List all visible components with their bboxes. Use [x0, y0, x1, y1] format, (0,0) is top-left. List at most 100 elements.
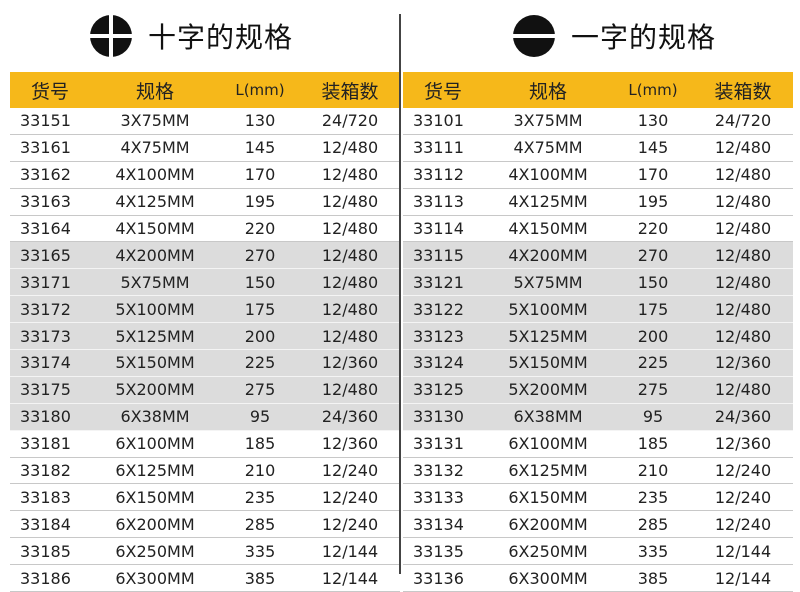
- phillips-title-bar: 十字的规格: [10, 0, 400, 72]
- cell-length: 170: [220, 161, 300, 189]
- cell-spec: 6X125MM: [483, 457, 613, 485]
- table-row: 33121 5X75MM 150 12/480: [403, 268, 793, 297]
- table-row: 33165 4X200MM 270 12/480: [10, 241, 400, 270]
- phillips-spec-panel: 十字的规格 货号 规格 L(mm) 装箱数 33151 3X75MM 130 24/7…: [10, 0, 400, 592]
- table-row: 33134 6X200MM 285 12/240: [403, 510, 793, 539]
- cell-spec: 5X75MM: [483, 268, 613, 297]
- cell-length: 210: [613, 457, 693, 485]
- cell-length: 130: [613, 108, 693, 135]
- cell-pack: 12/240: [300, 457, 400, 485]
- cell-spec: 6X250MM: [483, 537, 613, 566]
- cell-spec: 3X75MM: [90, 108, 220, 135]
- cell-spec: 3X75MM: [483, 108, 613, 135]
- table-row: 33113 4X125MM 195 12/480: [403, 188, 793, 216]
- cell-pack: 12/144: [693, 564, 793, 592]
- cell-spec: 6X300MM: [90, 564, 220, 592]
- cell-spec: 5X125MM: [90, 322, 220, 351]
- table-row: 33172 5X100MM 175 12/480: [10, 295, 400, 324]
- cell-pack: 12/360: [300, 349, 400, 377]
- table-row: 33124 5X150MM 225 12/360: [403, 349, 793, 377]
- cell-code: 33165: [10, 241, 90, 270]
- cell-length: 235: [220, 483, 300, 512]
- cell-code: 33163: [10, 188, 90, 216]
- cell-code: 33114: [403, 215, 483, 243]
- cell-length: 195: [613, 188, 693, 216]
- cell-length: 225: [613, 349, 693, 377]
- cell-pack: 12/240: [300, 510, 400, 539]
- cell-pack: 12/480: [300, 376, 400, 404]
- table-row: 33114 4X150MM 220 12/480: [403, 215, 793, 243]
- cell-code: 33181: [10, 430, 90, 458]
- header-spec: 规格: [483, 72, 613, 108]
- cell-length: 185: [613, 430, 693, 458]
- cell-code: 33112: [403, 161, 483, 189]
- cell-code: 33113: [403, 188, 483, 216]
- cell-spec: 6X200MM: [90, 510, 220, 539]
- cell-pack: 12/480: [300, 215, 400, 243]
- table-row: 33111 4X75MM 145 12/480: [403, 134, 793, 162]
- cell-pack: 12/240: [693, 483, 793, 512]
- cell-spec: 6X300MM: [483, 564, 613, 592]
- phillips-head-icon: [90, 15, 132, 57]
- cell-length: 225: [220, 349, 300, 377]
- cell-spec: 6X38MM: [483, 403, 613, 431]
- header-spec: 规格: [90, 72, 220, 108]
- table-row: 33181 6X100MM 185 12/360: [10, 430, 400, 458]
- cell-spec: 5X100MM: [483, 295, 613, 324]
- cell-length: 95: [613, 403, 693, 431]
- cell-spec: 4X75MM: [483, 134, 613, 162]
- cell-pack: 24/720: [693, 108, 793, 135]
- cell-pack: 12/360: [693, 430, 793, 458]
- cell-code: 33132: [403, 457, 483, 485]
- table-row: 33183 6X150MM 235 12/240: [10, 483, 400, 512]
- header-pack: 装箱数: [693, 72, 793, 108]
- cell-code: 33162: [10, 161, 90, 189]
- table-row: 33182 6X125MM 210 12/240: [10, 457, 400, 485]
- cell-pack: 12/480: [693, 295, 793, 324]
- cell-length: 200: [613, 322, 693, 351]
- table-row: 33136 6X300MM 385 12/144: [403, 564, 793, 592]
- cell-pack: 12/360: [300, 430, 400, 458]
- cell-spec: 6X125MM: [90, 457, 220, 485]
- cell-spec: 4X200MM: [483, 241, 613, 270]
- table-row: 33161 4X75MM 145 12/480: [10, 134, 400, 162]
- cell-code: 33135: [403, 537, 483, 566]
- cell-pack: 12/480: [693, 134, 793, 162]
- table-row: 33101 3X75MM 130 24/720: [403, 108, 793, 135]
- table-header-row: 货号 规格 L(mm) 装箱数: [403, 72, 793, 108]
- cell-spec: 4X100MM: [483, 161, 613, 189]
- cell-spec: 6X150MM: [90, 483, 220, 512]
- cell-length: 95: [220, 403, 300, 431]
- cell-length: 210: [220, 457, 300, 485]
- cell-code: 33111: [403, 134, 483, 162]
- slotted-table-body: 33101 3X75MM 130 24/720 33111 4X75MM 145 12/480…: [403, 108, 793, 592]
- table-row: 33185 6X250MM 335 12/144: [10, 537, 400, 566]
- cell-spec: 5X150MM: [483, 349, 613, 377]
- cell-pack: 12/240: [693, 510, 793, 539]
- cell-length: 385: [220, 564, 300, 592]
- cell-pack: 12/480: [693, 322, 793, 351]
- table-row: 33133 6X150MM 235 12/240: [403, 483, 793, 512]
- table-row: 33174 5X150MM 225 12/360: [10, 349, 400, 377]
- phillips-table-body: 33151 3X75MM 130 24/720 33161 4X75MM 145 12/480…: [10, 108, 400, 592]
- header-length: L(mm): [220, 72, 300, 108]
- cell-pack: 12/480: [300, 134, 400, 162]
- cell-length: 285: [613, 510, 693, 539]
- cell-code: 33182: [10, 457, 90, 485]
- cell-code: 33183: [10, 483, 90, 512]
- cell-pack: 12/480: [300, 322, 400, 351]
- cell-code: 33133: [403, 483, 483, 512]
- cell-pack: 12/360: [693, 349, 793, 377]
- cell-length: 145: [220, 134, 300, 162]
- panel-divider: [399, 14, 401, 574]
- header-pack: 装箱数: [300, 72, 400, 108]
- cell-length: 335: [220, 537, 300, 566]
- cell-pack: 12/480: [693, 188, 793, 216]
- slotted-title: 一字的规格: [571, 21, 717, 54]
- cell-pack: 12/480: [300, 268, 400, 297]
- cell-pack: 24/360: [300, 403, 400, 431]
- cell-pack: 12/144: [300, 564, 400, 592]
- cell-spec: 6X250MM: [90, 537, 220, 566]
- table-row: 33151 3X75MM 130 24/720: [10, 108, 400, 135]
- cell-spec: 4X150MM: [483, 215, 613, 243]
